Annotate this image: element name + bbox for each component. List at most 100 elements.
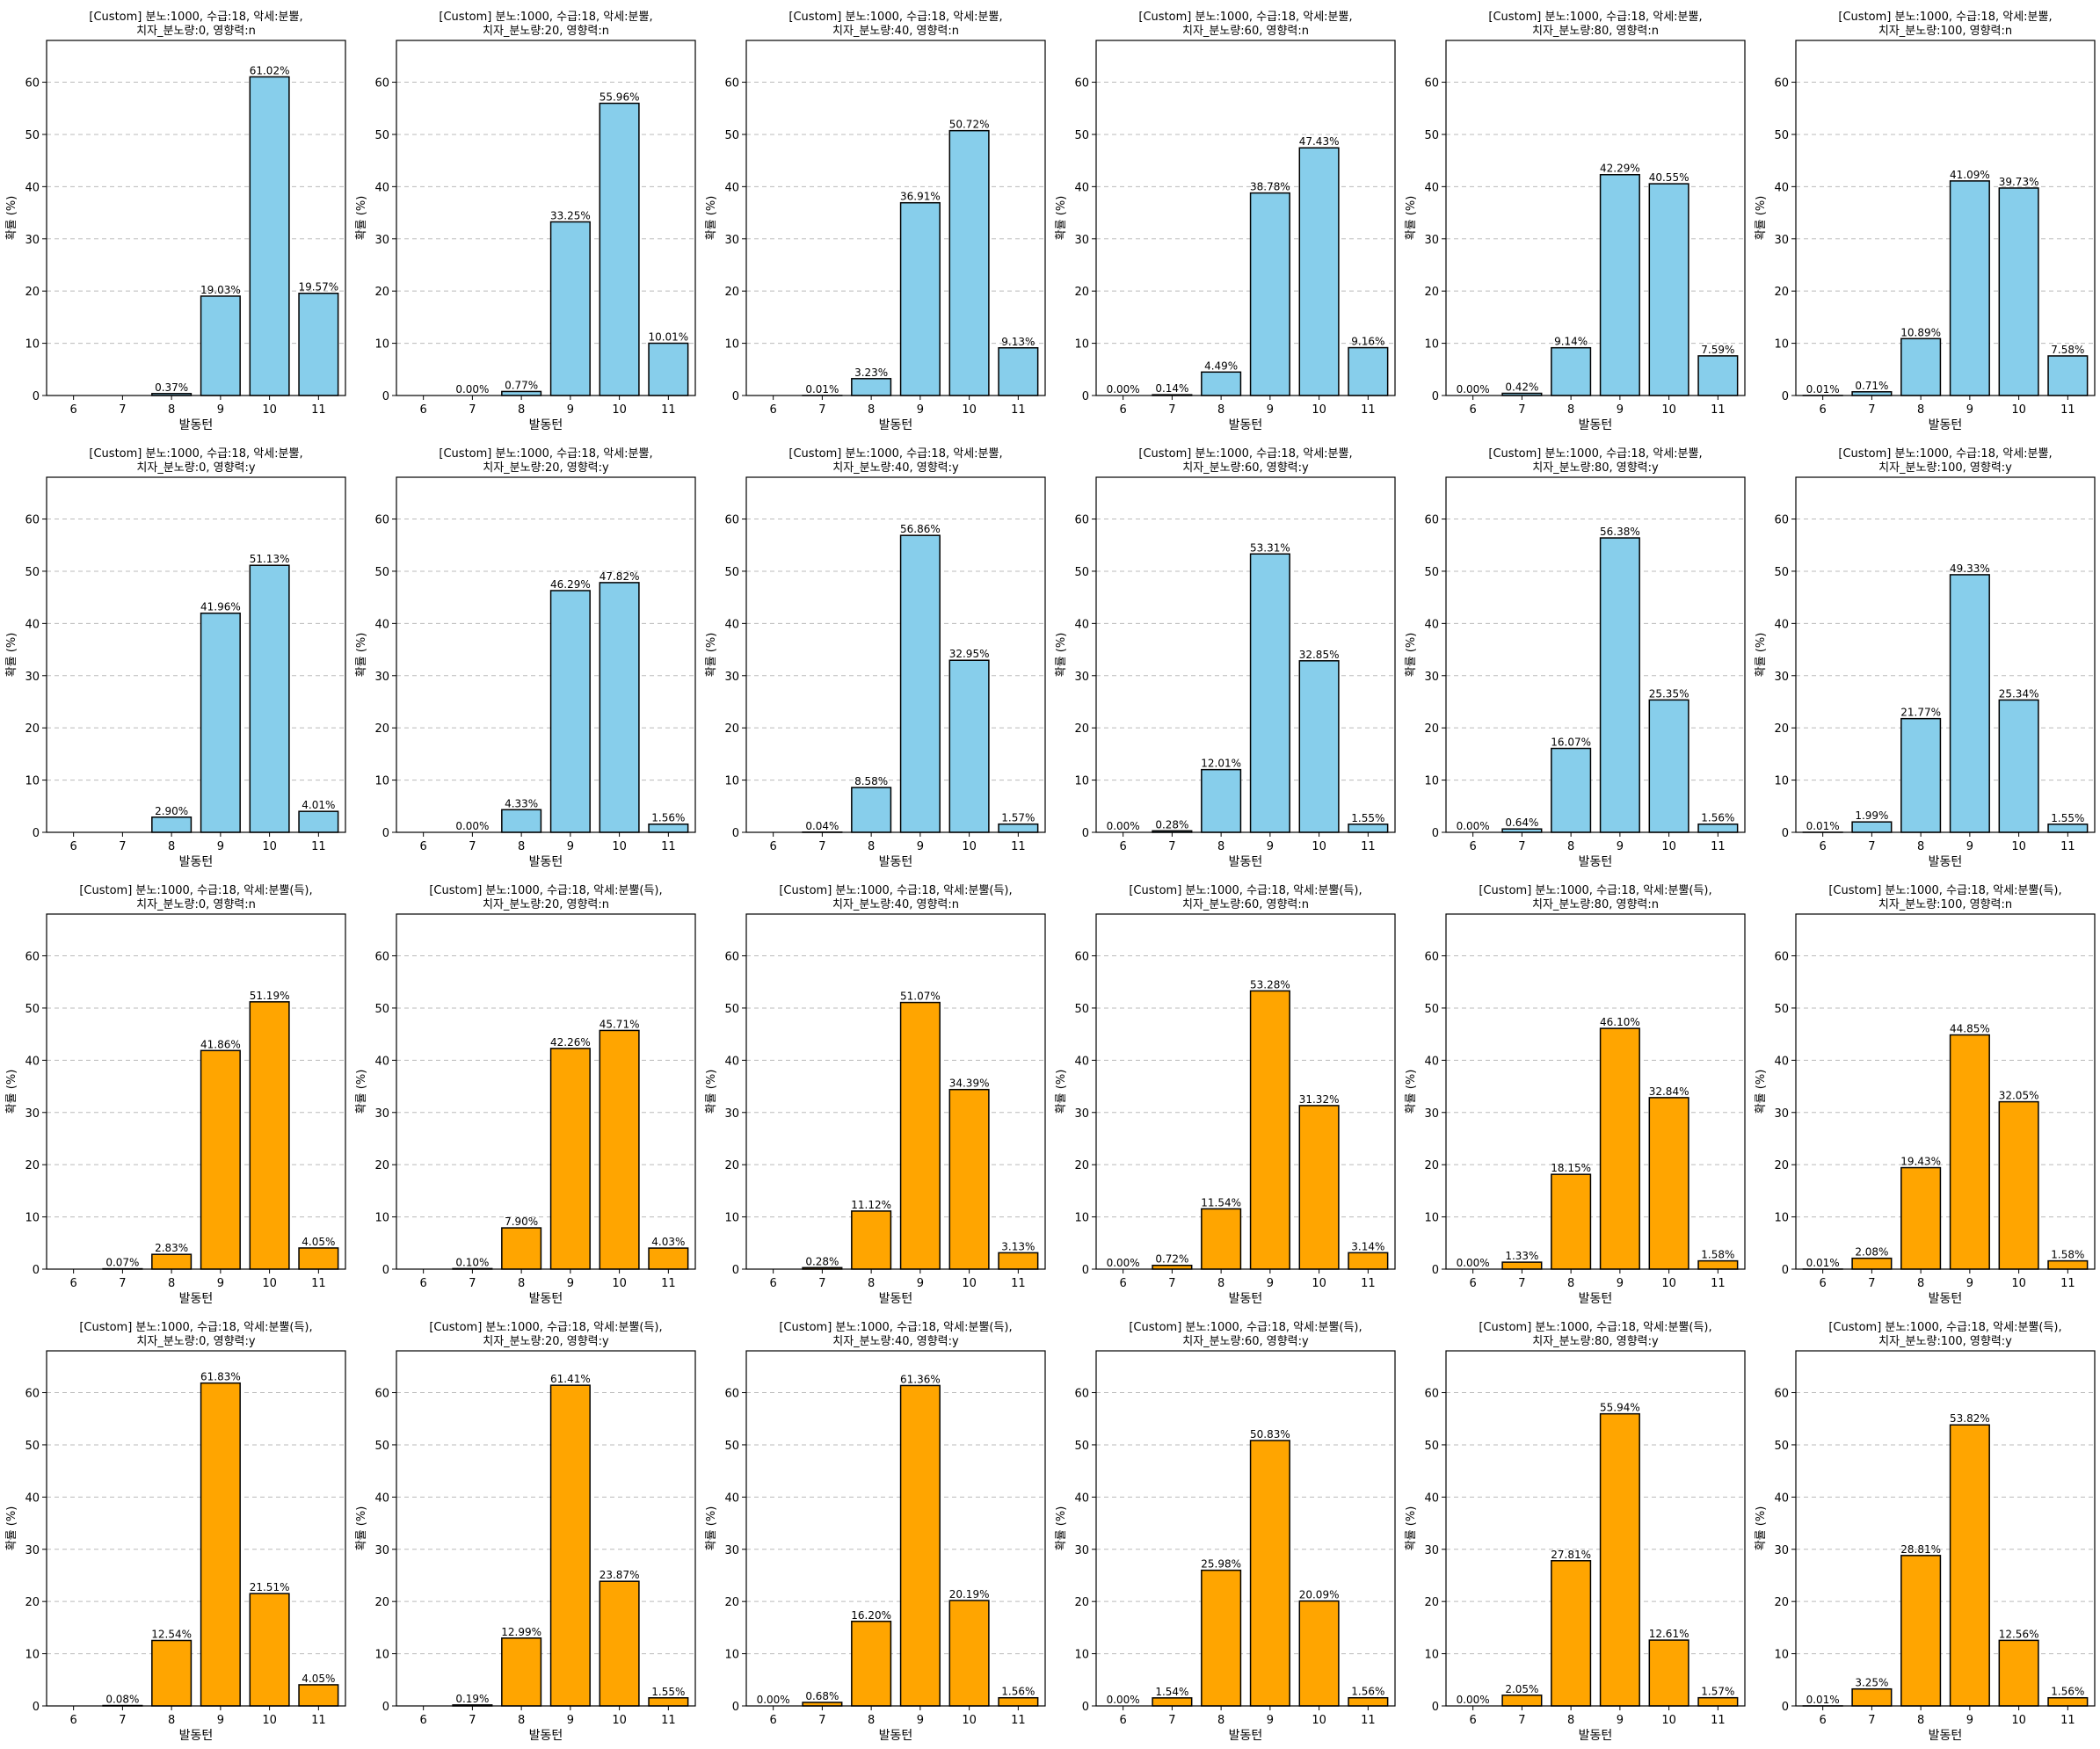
data-label: 3.13% [1001,1240,1035,1252]
bar [1251,193,1290,396]
y-tick-label: 20 [1774,1596,1789,1609]
plot-frame [1796,914,2095,1269]
data-label: 19.03% [200,284,241,296]
data-label: 42.29% [1600,163,1640,175]
y-tick-label: 0 [1082,390,1089,403]
bar [152,817,192,832]
y-tick-label: 0 [1082,1264,1089,1277]
data-label: 4.33% [505,797,538,809]
y-tick-label: 30 [1074,671,1089,684]
subplot-title-line2: 치자_분노량:100, 영향력:n [1878,25,2012,38]
y-axis-label: 확률 (%) [1755,633,1768,678]
data-label: 1.54% [1155,1686,1188,1698]
data-label: 0.28% [1155,818,1188,831]
y-tick-label: 50 [1424,1440,1439,1453]
y-axis-label: 확률 (%) [1755,1070,1768,1114]
y-tick-label: 10 [1074,1212,1089,1225]
data-label: 55.94% [1600,1402,1640,1414]
bar [599,1030,639,1269]
bar [551,1049,591,1269]
y-tick-label: 20 [1424,1596,1439,1609]
data-label: 0.00% [1107,820,1140,832]
bar [1202,770,1241,832]
y-tick-label: 10 [25,775,40,788]
x-tick-label: 10 [612,840,627,853]
x-tick-label: 9 [567,1714,574,1727]
x-tick-label: 9 [567,403,574,417]
x-tick-label: 7 [119,1714,126,1727]
subplot-title-line1: [Custom] 분노:1000, 수급:18, 악세:분뿔(득), [1129,884,1362,897]
y-tick-label: 60 [25,1388,40,1401]
subplot: 0.00%61.33%718.15%846.10%932.84%101.58%1… [1405,884,1745,1306]
data-label: 21.77% [1900,707,1941,719]
bar [2048,1698,2088,1706]
data-label: 16.07% [1551,737,1591,749]
x-tick-label: 10 [1661,403,1676,417]
bar [852,787,891,832]
x-tick-label: 6 [770,403,777,417]
y-tick-label: 10 [1424,338,1439,352]
y-tick-label: 30 [25,234,40,247]
subplot: 0.00%60.68%716.20%861.36%920.19%101.56%1… [705,1321,1045,1743]
y-axis-label: 확률 (%) [705,1506,718,1551]
y-tick-label: 10 [25,338,40,352]
plot-frame [1446,1351,1745,1706]
x-tick-label: 10 [262,1277,277,1290]
data-label: 0.00% [455,383,489,396]
bar [1551,1174,1591,1269]
x-tick-label: 6 [1820,1714,1827,1727]
x-tick-label: 7 [1168,1714,1175,1727]
x-tick-label: 8 [1567,1277,1574,1290]
data-label: 51.13% [250,553,290,565]
x-tick-label: 6 [1470,1277,1477,1290]
x-tick-label: 8 [168,1714,175,1727]
x-tick-label: 11 [1711,840,1726,853]
data-label: 0.19% [455,1693,489,1705]
bar [1698,356,1738,396]
y-tick-label: 40 [1424,618,1439,631]
x-tick-label: 9 [1966,403,1973,417]
data-label: 10.01% [648,331,688,344]
bar [1551,348,1591,396]
x-tick-label: 6 [420,1714,427,1727]
x-axis-label: 발동턴 [179,1292,214,1306]
bar [250,565,289,832]
y-tick-label: 60 [1074,1388,1089,1401]
y-tick-label: 0 [1432,1264,1439,1277]
subplot: 0.00%60.14%74.49%838.78%947.43%109.16%11… [1055,11,1395,432]
subplot-title-line1: [Custom] 분노:1000, 수급:18, 악세:분뿔(득), [429,1321,662,1334]
bar [1649,1640,1689,1706]
x-tick-label: 8 [1217,840,1224,853]
y-tick-label: 0 [33,1264,40,1277]
y-tick-label: 50 [1074,1003,1089,1016]
x-tick-label: 9 [1267,1277,1274,1290]
subplot-title-line1: [Custom] 분노:1000, 수급:18, 악세:분뿔(득), [79,1321,312,1334]
bar [1901,719,1941,832]
subplot: 60.10%77.90%842.26%945.71%104.03%1101020… [355,884,695,1306]
y-tick-label: 50 [1774,566,1789,579]
x-tick-label: 10 [612,1277,627,1290]
plot-frame [746,914,1045,1269]
data-label: 11.54% [1201,1196,1241,1208]
x-tick-label: 9 [917,403,924,417]
y-tick-label: 60 [1424,1388,1439,1401]
x-tick-label: 11 [1011,1277,1026,1290]
x-tick-label: 9 [217,840,224,853]
y-tick-label: 10 [25,1212,40,1225]
bar [649,824,688,832]
data-label: 20.19% [949,1588,990,1600]
data-label: 0.00% [1107,1694,1140,1706]
x-tick-label: 8 [1567,840,1574,853]
bar [1852,1689,1892,1706]
x-tick-label: 10 [1312,1714,1326,1727]
data-label: 47.82% [599,570,640,583]
x-axis-label: 발동턴 [879,1729,913,1743]
chart-grid-figure: 6 70.37%819.03%961.02%1019.57%11010203040… [0,0,2100,1749]
data-label: 1.56% [1351,1686,1384,1698]
x-tick-label: 9 [1966,840,1973,853]
data-label: 0.01% [1806,820,1840,832]
y-tick-label: 30 [724,671,739,684]
subplot: 60.04%78.58%856.86%932.95%101.57%1101020… [705,447,1045,869]
bar [1999,700,2038,832]
x-axis-label: 발동턴 [1579,1292,1613,1306]
